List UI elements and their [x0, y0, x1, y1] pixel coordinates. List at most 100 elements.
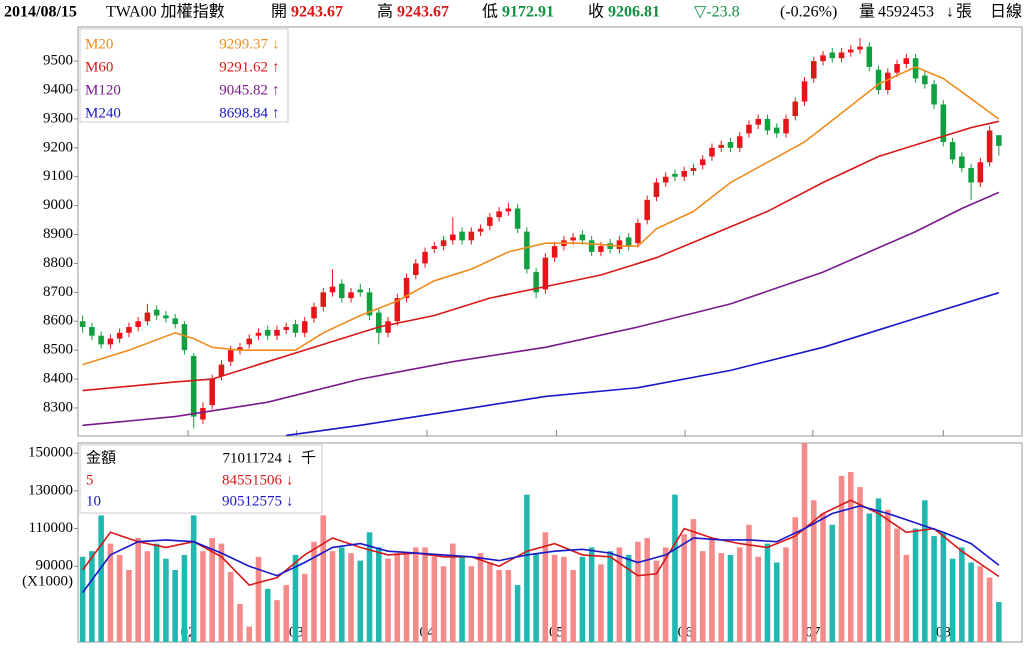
candle-body	[440, 240, 447, 247]
legend-value: 9045.82	[219, 82, 268, 98]
candle-body	[922, 75, 928, 85]
candle-body	[764, 118, 771, 131]
volume-bar	[264, 588, 271, 642]
candle-body	[487, 217, 493, 226]
volume-bar	[912, 528, 919, 642]
volume-bar	[681, 534, 687, 642]
candle-body	[616, 240, 623, 249]
volume-bar	[320, 515, 327, 642]
price-panel	[77, 26, 1023, 437]
candle-body	[459, 231, 465, 241]
volume-label: 量	[859, 4, 875, 21]
legend-name: M60	[85, 59, 113, 75]
candle-body	[875, 69, 882, 91]
volume-bar	[940, 532, 947, 642]
y-tick-label: 110000	[29, 520, 73, 536]
candle-body	[394, 298, 401, 322]
volume-bar	[931, 536, 937, 642]
volume-bar	[607, 551, 613, 642]
candle-body	[625, 237, 632, 247]
low-label: 低	[482, 3, 498, 21]
volume-bar	[450, 543, 456, 642]
volume-bar	[570, 570, 576, 642]
candle-body	[653, 182, 660, 197]
candle-body	[153, 309, 160, 316]
volume-bar	[672, 494, 678, 642]
volume-bar	[126, 570, 132, 642]
moving-average	[286, 291, 1000, 437]
volume-bar	[903, 554, 910, 642]
volume-bar	[283, 585, 290, 642]
legend-value: 9291.62	[219, 59, 268, 75]
legend-arrow: ↑	[272, 105, 280, 121]
volume-bar	[875, 498, 882, 642]
candle-body	[107, 338, 114, 345]
volume-bar	[200, 551, 206, 642]
candle-body	[533, 272, 539, 293]
legend-arrow: ↑	[272, 82, 280, 98]
candle-body	[718, 144, 724, 148]
candle-body	[348, 292, 354, 299]
candle-body	[376, 312, 382, 333]
volume-bar	[505, 570, 512, 642]
volume: 4592453	[878, 4, 934, 21]
volume-bar	[311, 541, 317, 642]
high: 9243.67	[397, 4, 449, 21]
candle-body	[79, 321, 86, 328]
candle-body	[413, 263, 419, 276]
volume-bar	[107, 543, 114, 642]
volume-bar	[829, 524, 836, 642]
volume-bar	[301, 573, 308, 642]
candle-body	[227, 350, 234, 362]
candle-body	[699, 159, 706, 166]
symbol: TWA00 加權指數	[106, 3, 225, 21]
y-tick-label: 9000	[43, 197, 73, 213]
legend-arrow: ↓	[286, 450, 294, 466]
legend-box	[79, 444, 323, 514]
moving-average	[82, 120, 1000, 392]
candle-body	[264, 329, 271, 336]
header: 2014/08/15 TWA00 加權指數 開 9243.67 高 9243.6…	[4, 3, 1022, 21]
volume-bar	[79, 556, 86, 642]
volume-bar	[866, 513, 873, 642]
candle-body	[820, 55, 826, 62]
volume-bar	[413, 547, 419, 642]
legend-name: M240	[85, 105, 121, 121]
candle-body	[505, 208, 512, 212]
volume-bar	[838, 475, 845, 642]
volume-bar	[181, 554, 188, 642]
volume-panel	[77, 442, 1023, 643]
candle-body	[422, 251, 428, 264]
candle-body	[783, 118, 789, 134]
candle-body	[542, 257, 549, 290]
volume-bar	[616, 547, 623, 642]
legend-value: 90512575	[222, 493, 282, 509]
candle-body	[209, 379, 215, 406]
volume-bar	[551, 554, 558, 642]
volume-bar	[959, 547, 965, 642]
volume-bar	[274, 600, 280, 642]
legend-value: 71011724	[223, 450, 283, 466]
change: ▽-23.8	[694, 4, 740, 21]
candle-body	[431, 246, 438, 249]
candle-body	[116, 332, 123, 339]
volume-bar	[468, 566, 475, 642]
candle-body	[468, 231, 475, 241]
volume-bar	[968, 562, 974, 642]
volume-bar	[403, 553, 410, 642]
volume-bar	[810, 500, 817, 642]
volume-bar	[561, 556, 567, 642]
y-tick-label: 8900	[43, 226, 73, 242]
candle-body	[931, 84, 937, 105]
volume-bar	[625, 554, 632, 642]
legend-name: M120	[85, 82, 121, 98]
candle-body	[89, 327, 95, 336]
candle-body	[894, 63, 900, 73]
candle-body	[246, 338, 252, 345]
y-tick-label: 8800	[43, 255, 73, 271]
volume-bar	[366, 532, 373, 642]
candle-body	[357, 289, 364, 293]
volume-bar	[922, 500, 928, 642]
candle-body	[681, 170, 687, 177]
candle-body	[885, 72, 891, 91]
